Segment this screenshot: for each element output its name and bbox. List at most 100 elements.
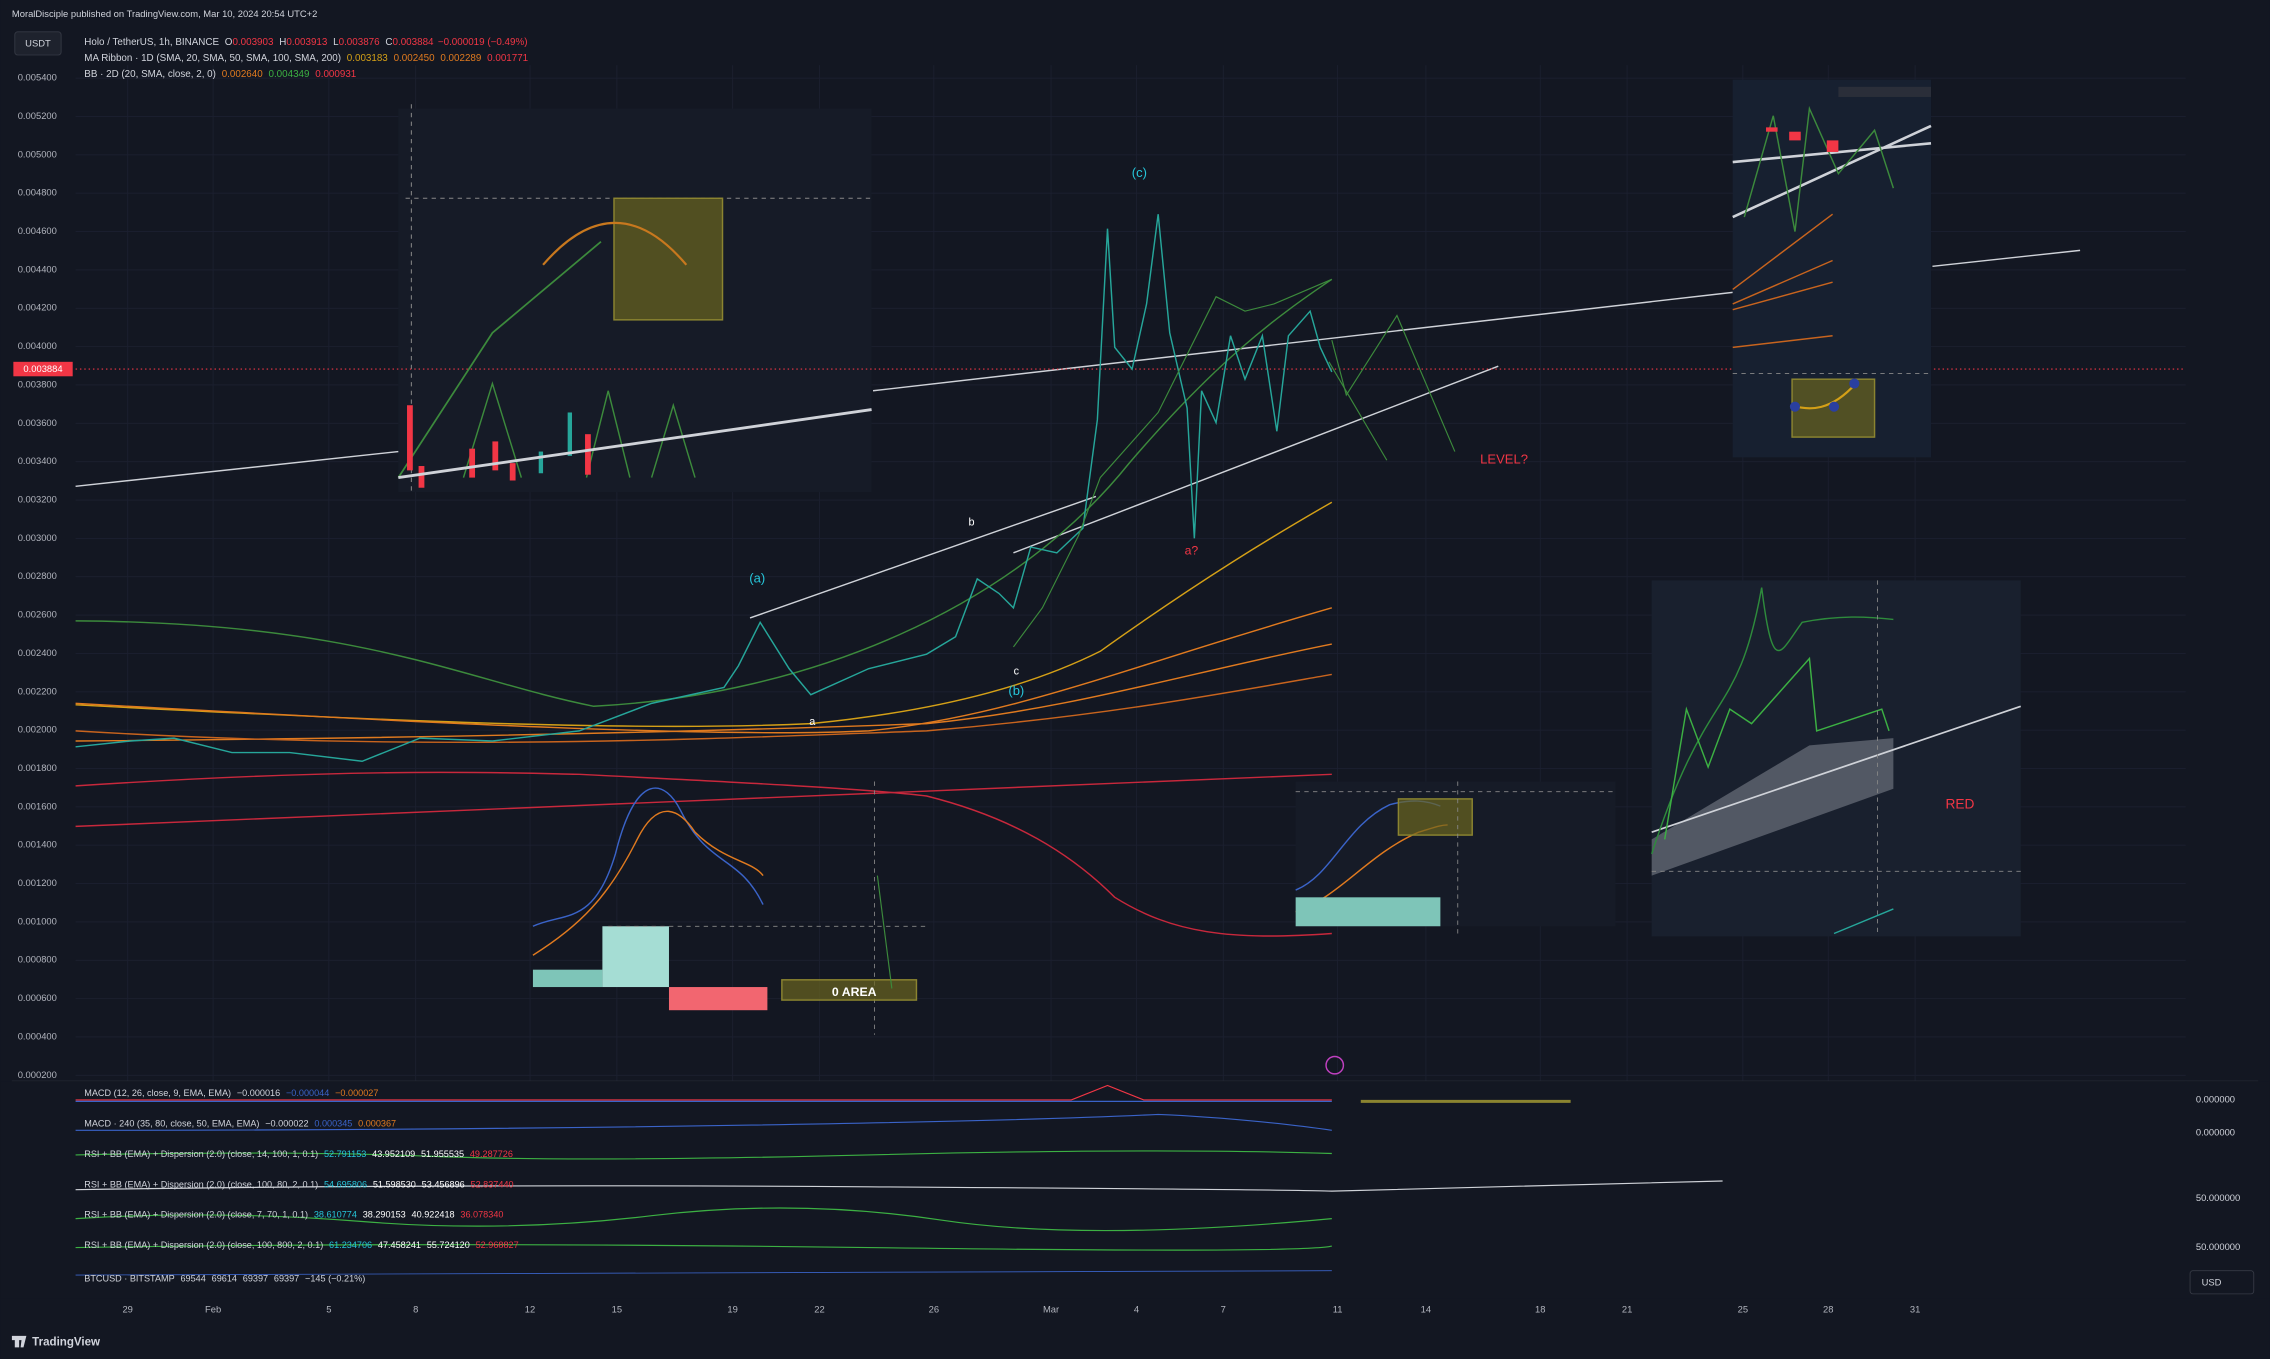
indicator-name: MA Ribbon · 1D (SMA, 20, SMA, 50, SMA, 1… <box>84 52 341 63</box>
pane-value: 55.724120 <box>427 1241 470 1251</box>
pane-line <box>75 1113 1332 1131</box>
annotation: (b) <box>1008 683 1024 698</box>
dot <box>1828 401 1840 412</box>
candle <box>469 448 476 478</box>
candle <box>407 405 413 471</box>
indicator-name: BB · 2D (20, SMA, close, 2, 0) <box>84 68 216 79</box>
dot <box>1789 401 1801 412</box>
price-tick-label: 0.000600 <box>18 992 57 1003</box>
time-tick-label: Mar <box>1043 1303 1059 1314</box>
pane-value: 0.000367 <box>358 1119 396 1129</box>
time-tick-label: 7 <box>1221 1303 1226 1314</box>
target-box <box>613 197 724 321</box>
pane-value: −0.000016 <box>237 1089 280 1099</box>
pane-value: 52.791153 <box>324 1149 366 1159</box>
candle <box>1789 131 1801 141</box>
time-tick-label: 18 <box>1535 1303 1545 1314</box>
brand: TradingView <box>32 1336 101 1348</box>
time-tick-label: 15 <box>612 1303 622 1314</box>
currency-button[interactable] <box>14 31 62 56</box>
pane-scale-label: 50.000000 <box>2196 1241 2240 1252</box>
pane-value: 52.837440 <box>471 1180 514 1190</box>
price-tick-label: 0.003400 <box>18 455 57 466</box>
pane-value: 38.610774 <box>314 1210 357 1220</box>
candle <box>509 463 516 481</box>
time-tick-label: 4 <box>1134 1303 1139 1314</box>
price-tick-label: 0.004800 <box>18 187 57 198</box>
pane-line <box>75 1270 1332 1276</box>
indicator-value: 0.004349 <box>268 68 309 79</box>
line <box>1650 587 1894 855</box>
pane-value: 69397 <box>274 1274 299 1284</box>
ohlc-value: 0.003913 <box>286 37 328 48</box>
pane-value: 69544 <box>180 1274 205 1284</box>
ma-line <box>75 607 1333 734</box>
time-tick-label: 28 <box>1823 1303 1833 1314</box>
pane-scale-label: 0.000000 <box>2196 1127 2235 1138</box>
annotation: LEVEL? <box>1480 452 1528 467</box>
candle <box>418 466 425 488</box>
line <box>1328 361 1388 461</box>
price-tick-label: 0.004600 <box>18 225 57 236</box>
candle <box>567 412 573 456</box>
pane-value: 38.290153 <box>363 1210 406 1220</box>
pane-value: 54.695806 <box>324 1180 367 1190</box>
histogram <box>532 969 603 988</box>
price-tick-label: 0.005200 <box>18 110 57 121</box>
pane-value: 61.234706 <box>329 1241 372 1251</box>
line <box>1663 656 1890 840</box>
pane-legend: MACD · 240 (35, 80, close, 50, EMA, EMA)… <box>84 1119 396 1129</box>
dot <box>1849 378 1860 389</box>
currency-select-label[interactable]: USD <box>2202 1277 2222 1288</box>
indicator-value: 0.001771 <box>487 52 528 63</box>
time-tick-label: 8 <box>413 1303 418 1314</box>
price-tick-label: 0.001200 <box>18 877 57 888</box>
price-tick-label: 0.005000 <box>18 148 57 159</box>
currency-select[interactable] <box>2189 1270 2255 1295</box>
price-tick-label: 0.003200 <box>18 494 57 505</box>
time-tick-label: 21 <box>1622 1303 1632 1314</box>
annotation: (c) <box>1132 165 1147 180</box>
band <box>1651 738 1894 876</box>
price-tick-label: 0.000200 <box>18 1069 57 1080</box>
ohlc-label: C <box>385 37 392 48</box>
trend-line <box>75 450 399 488</box>
pane-line <box>75 1207 1332 1232</box>
histogram <box>1295 897 1441 927</box>
pane-line <box>75 1180 1723 1192</box>
histogram <box>668 987 768 1011</box>
pane-name: RSI + BB (EMA) + Dispersion (2.0) (close… <box>84 1149 318 1159</box>
pane-legend: RSI + BB (EMA) + Dispersion (2.0) (close… <box>84 1180 513 1190</box>
pane-value: −0.000027 <box>335 1089 378 1099</box>
line <box>1651 705 2022 834</box>
pane-name: RSI + BB (EMA) + Dispersion (2.0) (close… <box>84 1241 323 1251</box>
pane-line <box>75 1150 1332 1160</box>
labels: 0.005400 0.005200 0.005000 0.004800 0.004600… <box>18 37 2241 1315</box>
indicator-value: 0.000931 <box>315 68 356 79</box>
price-tick-label: 0.000400 <box>18 1030 57 1041</box>
line <box>1012 278 1333 648</box>
box <box>1397 798 1473 836</box>
price-tick-label: 0.004400 <box>18 263 57 274</box>
price-tick-label: 0.003000 <box>18 532 57 543</box>
currency-button-label[interactable]: USDT <box>25 38 51 49</box>
pane-value: 51.955535 <box>421 1149 464 1159</box>
bb-basis <box>75 771 1332 937</box>
time-tick-label: 5 <box>326 1303 331 1314</box>
drawings <box>75 79 2186 1075</box>
time-tick-label: 12 <box>525 1303 535 1314</box>
price-tick-label: 0.000800 <box>18 954 57 965</box>
pane-value: 43.952109 <box>372 1149 415 1159</box>
indicator-value: 0.002289 <box>440 52 481 63</box>
pane-value: 53.456896 <box>422 1180 465 1190</box>
pane-value: 69397 <box>243 1274 268 1284</box>
pane-value: 52.968827 <box>476 1241 519 1251</box>
price-tick-label: 0.002800 <box>18 570 57 581</box>
candle <box>1826 140 1839 152</box>
pane-value: 51.598530 <box>373 1180 416 1190</box>
wedge-line <box>749 495 1097 619</box>
pane-value: 49.287726 <box>470 1149 513 1159</box>
trend-line <box>1932 249 2081 268</box>
